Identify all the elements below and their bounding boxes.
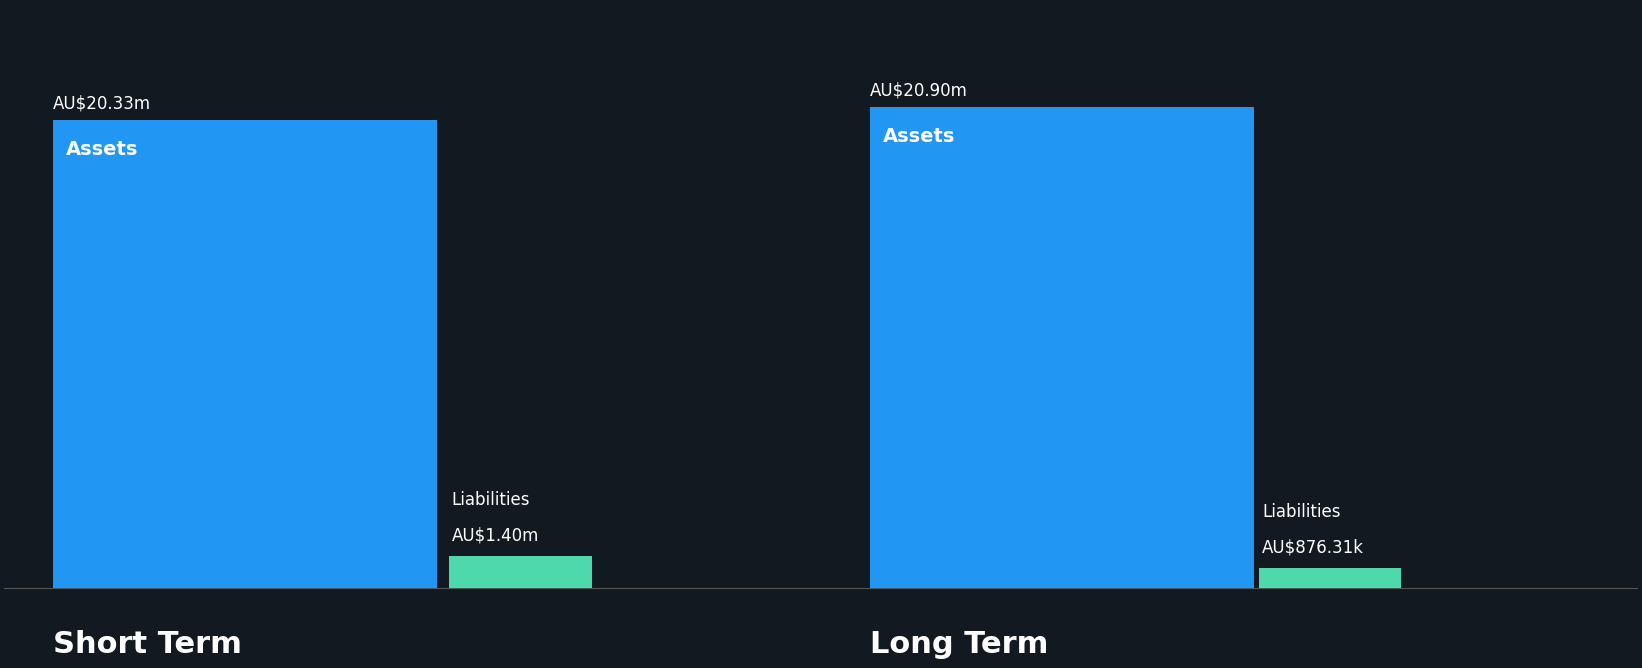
Text: Liabilities: Liabilities (452, 491, 530, 509)
Text: Liabilities: Liabilities (1263, 503, 1340, 521)
Text: AU$876.31k: AU$876.31k (1263, 538, 1365, 556)
Text: Short Term: Short Term (53, 630, 241, 659)
FancyBboxPatch shape (870, 108, 1254, 588)
Text: AU$1.40m: AU$1.40m (452, 526, 539, 544)
Text: AU$20.90m: AU$20.90m (870, 81, 967, 100)
FancyBboxPatch shape (448, 556, 593, 588)
Text: Assets: Assets (883, 127, 956, 146)
Text: Assets: Assets (66, 140, 138, 159)
Text: AU$20.33m: AU$20.33m (53, 95, 151, 113)
FancyBboxPatch shape (53, 120, 437, 588)
FancyBboxPatch shape (1259, 568, 1401, 588)
Text: Long Term: Long Term (870, 630, 1048, 659)
